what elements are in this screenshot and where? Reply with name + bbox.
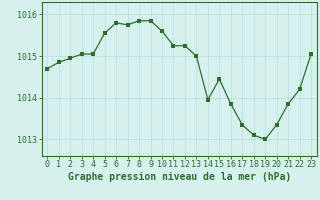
X-axis label: Graphe pression niveau de la mer (hPa): Graphe pression niveau de la mer (hPa)	[68, 172, 291, 182]
